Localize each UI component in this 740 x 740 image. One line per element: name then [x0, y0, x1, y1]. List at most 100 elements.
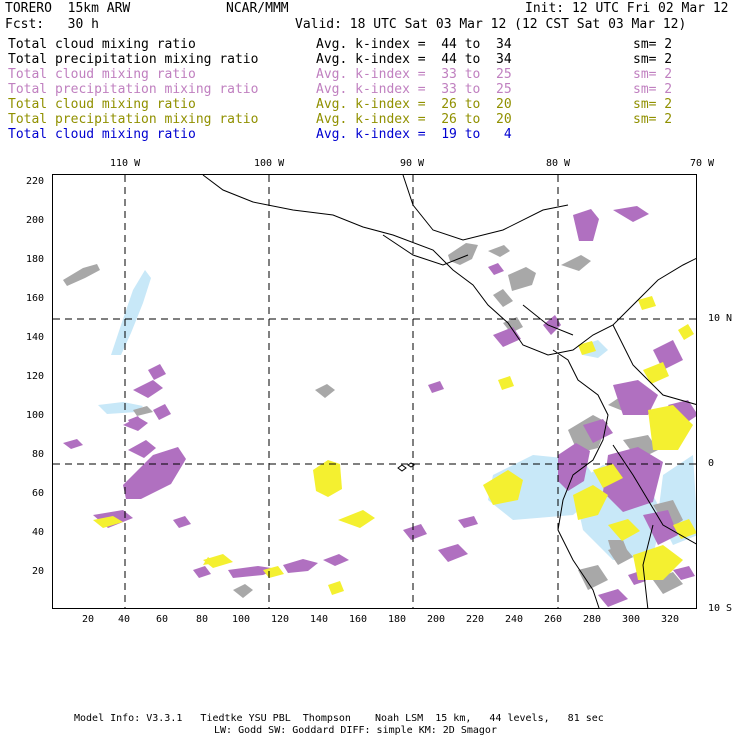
purple-blob [153, 404, 171, 420]
coastline [552, 349, 609, 608]
purple-blob [613, 206, 649, 222]
y-tick-label: 80 [32, 449, 45, 460]
x-tick-label: 200 [427, 614, 446, 625]
y-tick-label: 40 [32, 527, 45, 538]
y-tick-label: 120 [26, 371, 45, 382]
purple-blob [643, 510, 678, 545]
y-tick-label: 220 [26, 176, 45, 187]
legend-kindex: Avg. k-index = 26 to 20 [316, 97, 512, 112]
x-tick-label: 280 [583, 614, 602, 625]
lightblue-blob [111, 270, 151, 355]
legend-smooth: sm= 2 [633, 112, 673, 127]
gray-blob [233, 584, 253, 598]
x-tick-label: 240 [505, 614, 524, 625]
legend-label: Total precipitation mixing ratio [8, 112, 259, 127]
legend-smooth: sm= 2 [633, 37, 673, 52]
x-tick-label: 220 [466, 614, 485, 625]
purple-blob [133, 380, 163, 398]
yellow-blob [573, 485, 608, 520]
gray-blob [578, 565, 608, 590]
gray-blob [493, 289, 513, 307]
legend-kindex: Avg. k-index = 44 to 34 [316, 52, 512, 67]
legend-smooth: sm= 2 [633, 52, 673, 67]
gray-blob [488, 245, 510, 257]
x-tick-label: 100 [232, 614, 251, 625]
x-tick-label: 40 [118, 614, 131, 625]
legend-label: Total cloud mixing ratio [8, 127, 196, 142]
purple-blob [148, 364, 166, 380]
gray-blob [133, 406, 153, 416]
purple-blob [653, 340, 683, 370]
yellow-blob [648, 405, 693, 450]
purple-blob [63, 439, 83, 449]
x-tick-label: 260 [544, 614, 563, 625]
forecast-hour: Fcst: 30 h [5, 17, 99, 32]
yellow-blob [578, 341, 596, 355]
x-tick-label: 300 [622, 614, 641, 625]
x-tick-label: 80 [196, 614, 209, 625]
lightblue-field [98, 270, 696, 560]
lon-label-100w: 100 W [254, 158, 285, 169]
purple-blob [228, 566, 278, 578]
x-tick-label: 60 [156, 614, 169, 625]
purple-blob [128, 440, 156, 458]
purple-blob [573, 209, 599, 241]
graticule [53, 175, 696, 608]
purple-blob [598, 589, 628, 607]
purple-blob [668, 400, 696, 425]
y-tick-label: 140 [26, 332, 45, 343]
legend-label: Total precipitation mixing ratio [8, 82, 259, 97]
y-tick-label: 160 [26, 293, 45, 304]
x-tick-label: 20 [82, 614, 95, 625]
yellow-blob [313, 460, 342, 497]
yellow-blob [498, 376, 514, 390]
model-name: TORERO 15km ARW [5, 1, 131, 16]
purple-field [63, 206, 696, 607]
purple-blob [613, 380, 658, 415]
gray-field [63, 243, 683, 598]
purple-blob [603, 447, 663, 512]
lightblue-blob [98, 402, 143, 414]
lat-label-10n: 10 N [708, 313, 733, 324]
legend-kindex: Avg. k-index = 33 to 25 [316, 67, 512, 82]
purple-blob [123, 447, 186, 499]
coastline [202, 175, 696, 356]
yellow-blob [678, 324, 694, 340]
yellow-blob [593, 464, 623, 488]
footer-physics-info: LW: Godd SW: Goddard DIFF: simple KM: 2D… [214, 725, 497, 736]
purple-blob [458, 516, 478, 528]
legend-smooth: sm= 2 [633, 67, 673, 82]
gray-blob [508, 267, 536, 291]
lon-label-80w: 80 W [546, 158, 571, 169]
purple-blob [438, 544, 468, 562]
purple-blob [128, 416, 143, 428]
map-frame [52, 174, 697, 609]
legend-kindex: Avg. k-index = 19 to 4 [316, 127, 512, 142]
lon-label-90w: 90 W [400, 158, 425, 169]
purple-blob [193, 566, 211, 578]
x-tick-label: 140 [310, 614, 329, 625]
legend-smooth: sm= 2 [633, 97, 673, 112]
gray-blob [63, 264, 100, 286]
map-canvas [53, 175, 696, 608]
yellow-blob [328, 581, 344, 595]
lon-label-110w: 110 W [110, 158, 141, 169]
legend-label: Total cloud mixing ratio [8, 37, 196, 52]
purple-blob [323, 554, 349, 566]
gray-blob [315, 384, 335, 398]
legend-label: Total cloud mixing ratio [8, 97, 196, 112]
y-tick-label: 180 [26, 254, 45, 265]
coastlines [202, 175, 696, 608]
yellow-blob [203, 554, 233, 568]
y-tick-label: 60 [32, 488, 45, 499]
purple-blob [173, 516, 191, 528]
gray-blob [608, 540, 627, 554]
yellow-blob [638, 296, 656, 310]
y-tick-label: 100 [26, 410, 45, 421]
yellow-blob [338, 510, 375, 528]
legend-label: Total cloud mixing ratio [8, 67, 196, 82]
legend-label: Total precipitation mixing ratio [8, 52, 259, 67]
yellow-blob [263, 566, 284, 578]
footer-model-info: Model Info: V3.3.1 Tiedtke YSU PBL Thomp… [74, 713, 604, 724]
yellow-blob [608, 519, 640, 541]
